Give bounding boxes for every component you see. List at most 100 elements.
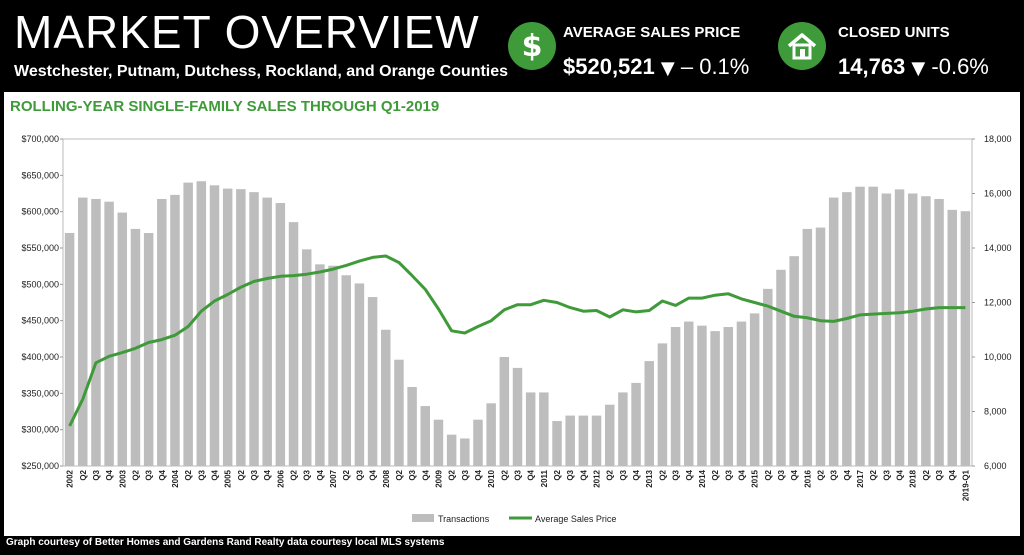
transactions-bar	[249, 192, 259, 466]
y-left-tick-label: $300,000	[21, 425, 59, 435]
transactions-bar	[763, 288, 773, 466]
x-tick-label: Q2	[869, 469, 878, 480]
x-tick-label: Q4	[632, 469, 641, 480]
transactions-bar	[460, 438, 470, 466]
down-arrow-icon: ▼	[911, 58, 926, 79]
x-tick-label: Q2	[922, 469, 931, 480]
y-left-tick-label: $600,000	[21, 207, 59, 217]
transactions-bar	[446, 434, 457, 466]
x-tick-label: 2018	[909, 469, 918, 487]
y-left-tick-label: $450,000	[21, 316, 59, 326]
transactions-bar	[433, 419, 444, 466]
x-tick-label: Q2	[131, 469, 140, 480]
transactions-bar	[381, 329, 391, 466]
y-left-tick-label: $500,000	[21, 279, 59, 289]
average-sales-price-line	[68, 254, 966, 427]
x-tick-label: Q3	[672, 469, 681, 480]
x-tick-label: Q3	[408, 469, 417, 480]
stat-label: CLOSED UNITS	[838, 24, 950, 41]
x-tick-label: 2011	[540, 469, 549, 487]
transactions-bar	[420, 406, 431, 466]
transactions-bar	[960, 211, 971, 466]
y-left-tick-label: $550,000	[21, 243, 59, 253]
transactions-bar	[947, 209, 957, 466]
x-tick-label: 2005	[224, 469, 233, 487]
x-tick-label: Q4	[263, 469, 272, 480]
transactions-bar	[631, 382, 641, 466]
y-left-tick-label: $400,000	[21, 352, 59, 362]
legend-label-transactions: Transactions	[438, 514, 490, 524]
x-tick-label: Q4	[896, 469, 905, 480]
transactions-bar	[407, 386, 417, 466]
transactions-bar	[736, 321, 747, 466]
transactions-bar	[644, 361, 654, 466]
x-tick-label: Q3	[250, 469, 259, 480]
transactions-bar	[578, 415, 589, 466]
down-arrow-icon: ▼	[660, 58, 675, 79]
transactions-bar	[657, 343, 668, 466]
transactions-bar	[907, 193, 918, 466]
x-tick-label: Q4	[158, 469, 167, 480]
x-tick-label: Q2	[817, 469, 826, 480]
transactions-bar	[789, 256, 799, 466]
transactions-bar	[328, 265, 338, 466]
transactions-bar	[749, 313, 760, 466]
transactions-bar	[565, 415, 575, 466]
x-tick-label: 2003	[118, 469, 127, 487]
transactions-bar	[341, 275, 351, 466]
transactions-bar	[170, 194, 180, 467]
transactions-bar	[697, 325, 707, 466]
transactions-bar	[354, 283, 365, 466]
x-tick-label: Q4	[316, 469, 325, 480]
x-tick-label: Q2	[764, 469, 773, 480]
stat-value: 14,763 ▼ -0.6%	[838, 54, 989, 80]
transactions-bar	[815, 227, 826, 466]
transactions-bar	[868, 186, 878, 466]
x-tick-label: Q4	[421, 469, 430, 480]
y-right-tick-label: 12,000	[984, 298, 1012, 308]
x-tick-label: 2007	[329, 469, 338, 487]
transactions-bar	[776, 269, 786, 466]
transactions-bar	[367, 297, 378, 466]
transactions-bar	[301, 249, 312, 466]
chart-panel: ROLLING-YEAR SINGLE-FAMILY SALES THROUGH…	[4, 92, 1020, 536]
transactions-bar	[604, 404, 615, 466]
x-tick-label: 2010	[487, 469, 496, 487]
x-tick-label: Q2	[184, 469, 193, 480]
x-tick-label: 2006	[276, 469, 285, 487]
transactions-bar	[723, 327, 734, 466]
transactions-bar	[499, 357, 510, 466]
chart-title: ROLLING-YEAR SINGLE-FAMILY SALES THROUGH…	[10, 98, 440, 115]
stat-change: -0.6%	[931, 54, 989, 79]
transactions-bar	[842, 192, 852, 466]
x-tick-label: 2017	[856, 469, 865, 487]
dollar-icon: $	[508, 22, 556, 70]
x-tick-label: Q4	[790, 469, 799, 480]
combo-chart: $250,000 $300,000 $350,000 $400,000 $450,000…	[21, 134, 1012, 524]
header: MARKET OVERVIEW Westchester, Putnam, Dut…	[0, 0, 1024, 90]
footer-credit: Graph courtesy of Better Homes and Garde…	[6, 537, 445, 548]
house-icon	[778, 22, 826, 70]
x-tick-label: Q2	[500, 469, 509, 480]
transactions-bar	[934, 198, 944, 466]
transactions-bar	[802, 228, 813, 466]
transactions-bar	[855, 186, 865, 466]
transactions-bar	[486, 403, 496, 466]
x-tick-label: Q3	[92, 469, 101, 480]
x-tick-label: Q3	[619, 469, 628, 480]
transactions-bar	[157, 198, 167, 466]
y-right-tick-label: 10,000	[984, 352, 1012, 362]
x-tick-label: Q2	[553, 469, 562, 480]
legend-label-average-sales-price: Average Sales Price	[535, 514, 616, 524]
x-tick-label: Q3	[882, 469, 891, 480]
transactions-bar	[91, 198, 101, 466]
y-right-tick-label: 14,000	[984, 243, 1012, 253]
x-tick-label: Q2	[658, 469, 667, 480]
x-tick-label: 2012	[593, 469, 602, 487]
transactions-bar	[670, 327, 681, 466]
x-tick-label: 2019-Q1	[961, 469, 970, 501]
x-tick-label: Q3	[830, 469, 839, 480]
x-tick-label: Q4	[369, 469, 378, 480]
x-tick-label: Q4	[737, 469, 746, 480]
transactions-bar	[236, 189, 246, 466]
